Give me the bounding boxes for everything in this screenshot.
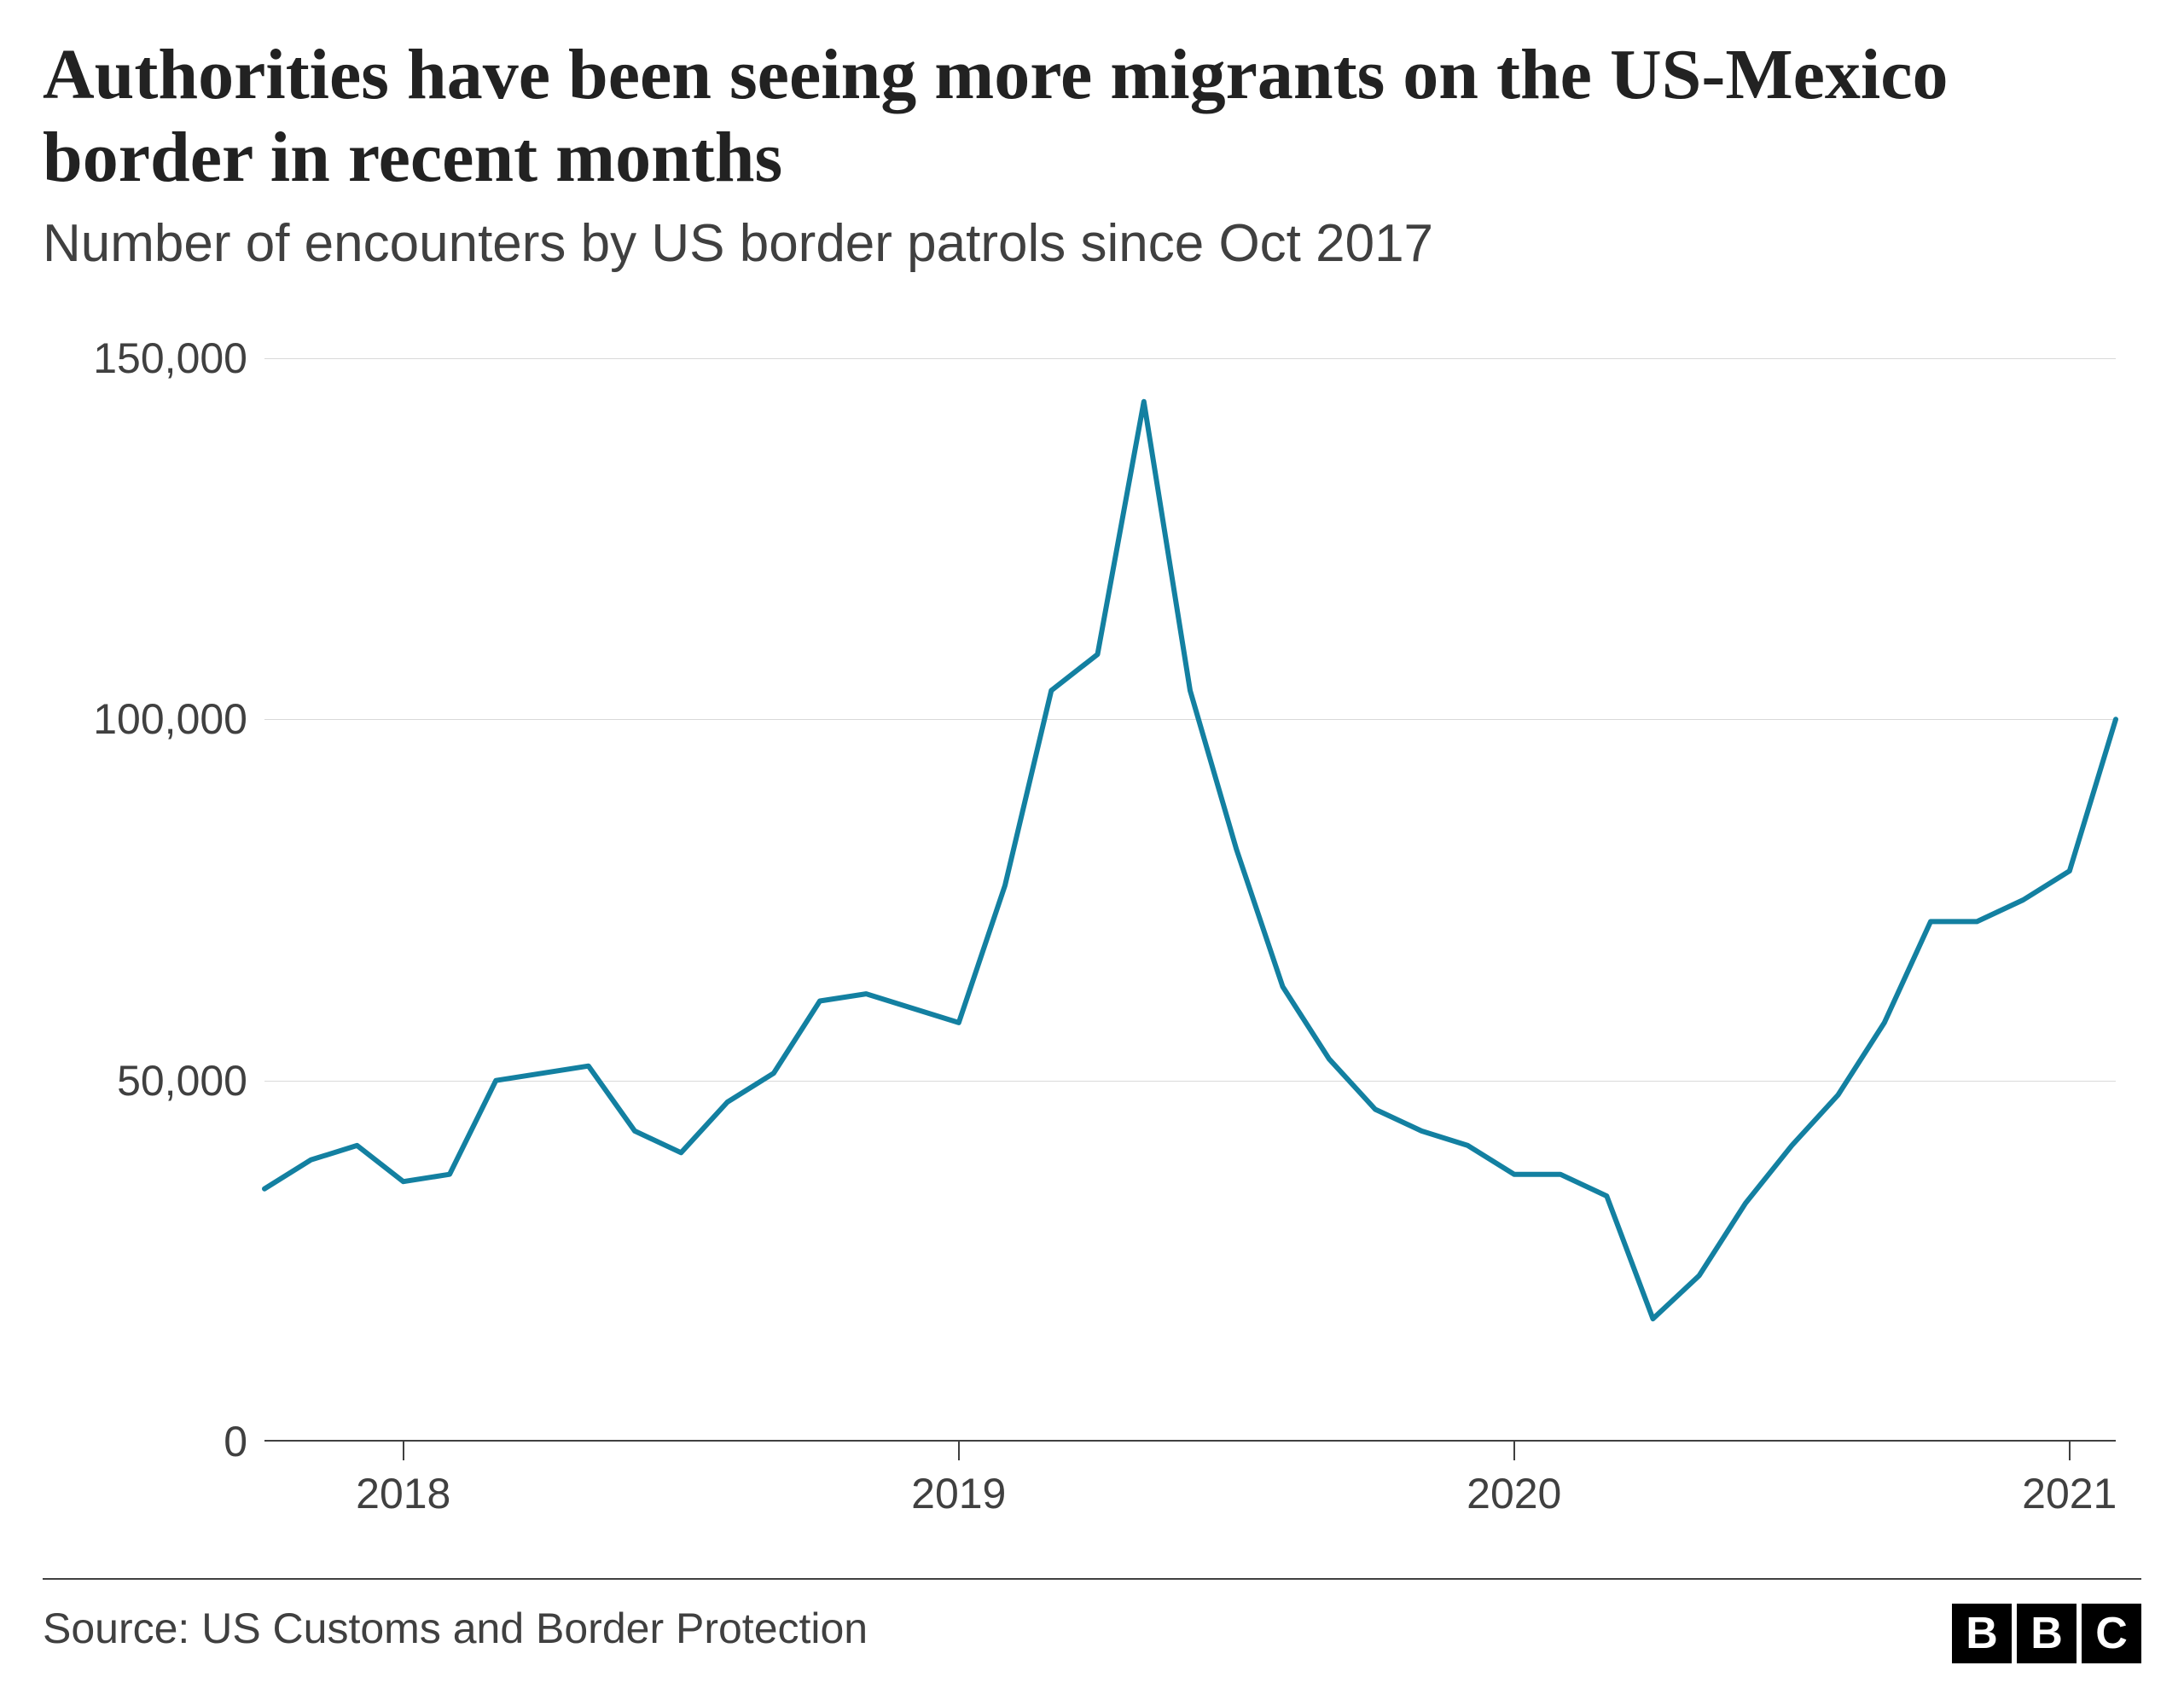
x-tick [403,1442,404,1460]
chart-container: Authorities have been seeing more migran… [0,0,2184,1706]
bbc-logo-letter: B [1952,1604,2012,1663]
x-axis-label: 2019 [911,1469,1006,1518]
bbc-logo-letter: C [2082,1604,2141,1663]
x-tick [958,1442,960,1460]
x-axis-label: 2018 [356,1469,450,1518]
source-text: Source: US Customs and Border Protection [43,1604,868,1653]
y-axis-label: 0 [51,1417,247,1466]
x-axis-label: 2021 [2022,1469,2117,1518]
x-axis-label: 2020 [1467,1469,1561,1518]
chart-subtitle: Number of encounters by US border patrol… [43,213,2141,274]
bbc-logo: BBC [1952,1604,2141,1663]
y-axis-label: 100,000 [51,694,247,744]
x-tick [2069,1442,2071,1460]
line-chart-svg [264,358,2116,1442]
chart-title: Authorities have been seeing more migran… [43,34,2141,199]
x-axis [264,1440,2116,1442]
bbc-logo-letter: B [2017,1604,2077,1663]
plot-area [264,358,2116,1442]
x-tick [1513,1442,1515,1460]
series-line [264,402,2116,1319]
y-axis-label: 150,000 [51,334,247,383]
y-axis-label: 50,000 [51,1056,247,1105]
footer-rule [43,1578,2141,1580]
